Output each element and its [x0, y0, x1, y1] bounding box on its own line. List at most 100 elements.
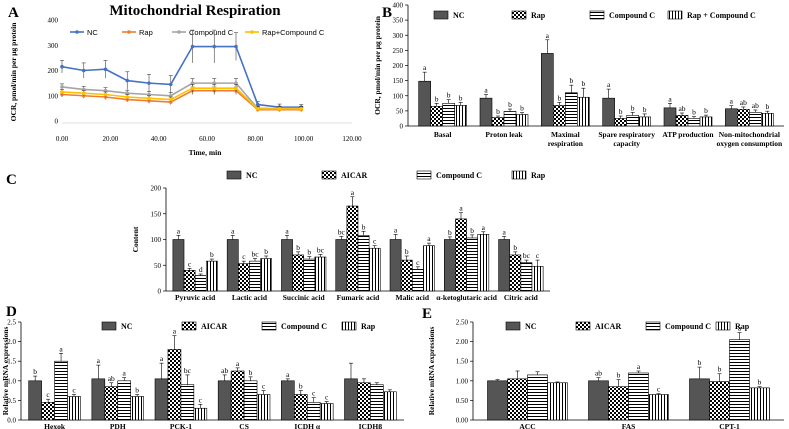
bar-compound-c-maximal-respiration: [565, 92, 578, 127]
legend-swatch-aicar: [575, 321, 591, 331]
x-tick-label: 80.00: [247, 135, 263, 143]
significance-letter: c: [242, 252, 246, 261]
significance-letter: b: [135, 386, 139, 395]
bar-nc-cpt-1: [689, 378, 710, 421]
point-compound-c: [81, 87, 86, 92]
y-tick-label: 50: [154, 262, 162, 270]
panel-label: E: [422, 306, 432, 322]
bar-rap-pdh: [130, 396, 144, 421]
significance-letter: a: [546, 31, 550, 40]
legend-swatch-rap: [511, 10, 527, 20]
y-tick-label: 0: [55, 118, 59, 126]
point-nc: [147, 81, 151, 85]
bar-compound-c-basal: [442, 103, 455, 127]
bar-compound-c-succinic-acid: [303, 258, 316, 292]
bar-aicar-cs: [230, 370, 245, 421]
significance-letter: b: [631, 103, 635, 112]
legend-label-nc: NC: [525, 322, 537, 331]
significance-letter: a: [459, 204, 463, 213]
x-tick-label: 60.00: [199, 135, 215, 143]
bar-nc-proton-leak: [479, 97, 493, 127]
panel-c-bar-chart: C NC AICAR Compound C Rap 0 50 100 150 200 Content…: [6, 170, 550, 302]
category-label-maximal-respiration: respiration: [548, 139, 584, 148]
legend-label-aicar: AICAR: [341, 171, 367, 180]
legend-marker-rap-compound-c: [250, 30, 254, 34]
y-tick-label: 350: [393, 17, 404, 25]
significance-letter: a: [160, 354, 164, 363]
legend-label-rap-compound-c: Rap+Compound C: [262, 28, 325, 37]
bar-aicar-pck-1: [167, 349, 182, 421]
bar-aicar-pdh: [104, 386, 119, 421]
y-tick-label: 2.5: [7, 319, 16, 327]
category-label-atp-production: ATP production: [662, 130, 714, 139]
category-label-non-mitochondrial-oxygen-consumption: oxygen consumption: [717, 139, 783, 148]
legend-label-compound-c: Compound C: [609, 11, 655, 20]
y-tick-label: 100: [393, 92, 404, 100]
significance-letter: c: [46, 390, 50, 399]
significance-letter: a: [423, 63, 427, 72]
bar-rap-cs: [256, 394, 271, 421]
panel-d-bar-chart: D NC AICAR Compound C Rap 0.0 0.5 1.0 1.5 2.0 2.5R…: [1, 304, 404, 429]
point-rap-compound-c: [103, 92, 108, 97]
significance-letter: b: [698, 358, 702, 367]
category-label-lactic-acid: Lactic acid: [232, 293, 268, 302]
bar-aicar-pyruvic-acid: [183, 270, 196, 292]
significance-letter: a: [738, 324, 742, 333]
series-line-rap-compound-c: [61, 87, 302, 110]
point-nc: [234, 44, 238, 49]
point-rap-compound-c: [190, 86, 195, 90]
bar-compound-c-non-mitochondrial-oxygen-consumption: [749, 112, 762, 127]
y-tick-label: 1.00: [456, 377, 469, 385]
bar-compound-c-malic-acid: [411, 269, 424, 292]
y-tick-label: 150: [393, 77, 404, 85]
category-label-hexok: Hexok: [44, 422, 66, 429]
y-tick-label: 50: [396, 107, 404, 115]
bar-compound-c-fumaric-acid: [357, 235, 370, 292]
significance-letter: a: [123, 369, 127, 378]
bar-aicar-icdh: [357, 382, 371, 421]
significance-letter: a: [59, 344, 63, 353]
bar-compound-c-pdh: [117, 380, 131, 421]
bar-aicar-citric-acid: [509, 254, 522, 292]
bar-rap-cpt-1: [749, 387, 770, 421]
bar-nc-lactic-acid: [226, 239, 239, 292]
panel-d: D NC AICAR Compound C Rap 0.0 0.5 1.0 1.5 2.0 2.5 R…: [0, 302, 412, 429]
legend-label-compound-c: Compound C: [189, 28, 234, 37]
point-rap-compound-c: [277, 107, 282, 111]
significance-letter: b: [520, 104, 524, 113]
bar-rap-ketoglutaric-acid: [477, 234, 490, 292]
y-tick-label: 2.50: [456, 319, 469, 327]
bar-nc-succinic-acid: [281, 239, 293, 292]
bar-rap-spare-respiratory-capacity: [614, 118, 627, 127]
significance-letter: a: [351, 188, 355, 197]
y-tick-label: 1.5: [7, 358, 16, 366]
bar-rap-non-mitochondrial-oxygen-consumption: [737, 109, 750, 127]
category-label-icdh: ICDH α: [294, 422, 320, 429]
bar-nc-cs: [217, 380, 232, 421]
legend-swatch-rap: [511, 170, 527, 180]
bar-rap-compound-c-atp-production: [699, 116, 713, 127]
point-rap-compound-c: [81, 91, 86, 96]
significance-letter: c: [199, 395, 203, 404]
y-tick-label: 200: [393, 62, 404, 70]
bar-nc-spare-respiratory-capacity: [602, 97, 615, 127]
category-label-spare-respiratory-capacity: Spare respiratory: [598, 130, 655, 139]
category-label-succinic-acid: Succinic acid: [283, 293, 326, 302]
bar-compound-c-fas: [628, 372, 649, 421]
category-label-cpt-1: CPT-1: [719, 422, 740, 429]
significance-letter: c: [262, 382, 266, 391]
bar-aicar-ketoglutaric-acid: [455, 218, 467, 292]
legend-label-rap: Rap: [735, 322, 750, 331]
legend-label-compound-c: Compound C: [436, 171, 482, 180]
significance-letter: b: [496, 107, 500, 116]
significance-letter: bc: [523, 251, 531, 260]
legend-label-nc: NC: [87, 28, 98, 37]
y-axis-label: OCR, pmol/min per μg protein: [373, 15, 382, 115]
significance-letter: ab: [678, 104, 685, 113]
bar-rap-proton-leak: [491, 117, 505, 127]
y-tick-label: 0: [158, 288, 162, 296]
y-tick-label: 0.5: [7, 397, 16, 405]
y-tick-label: 2.00: [456, 338, 469, 346]
y-tick-label: 150: [151, 210, 162, 218]
significance-letter: b: [692, 108, 696, 117]
